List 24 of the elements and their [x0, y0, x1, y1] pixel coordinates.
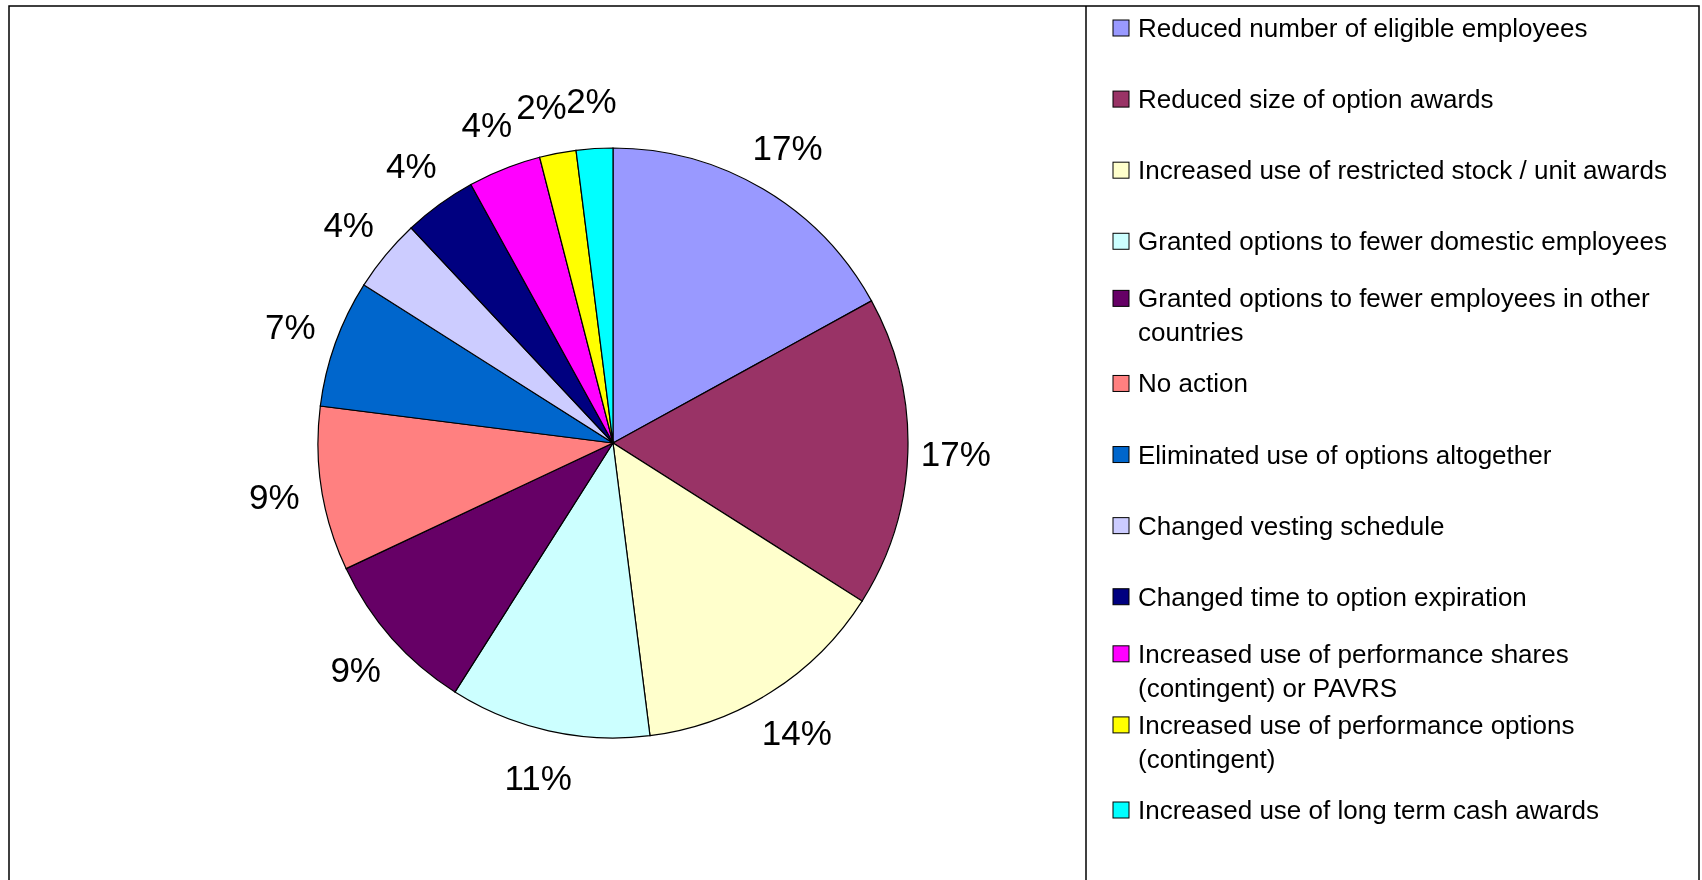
- legend-label: No action: [1138, 368, 1248, 399]
- data-label: 11%: [504, 758, 572, 798]
- legend-label: Increased use of restricted stock / unit awards: [1138, 155, 1667, 186]
- legend-label: Increased use of performance options (contingent): [1138, 709, 1575, 774]
- data-label: 9%: [248, 477, 300, 517]
- data-label: 17%: [752, 128, 823, 168]
- legend-label: Granted options to fewer employees in other countries: [1138, 283, 1650, 348]
- legend-label: Reduced size of option awards: [1138, 84, 1494, 115]
- data-label: 2%: [566, 81, 617, 121]
- data-label: 14%: [761, 713, 832, 753]
- data-label: 4%: [386, 146, 437, 186]
- data-label: 17%: [920, 434, 991, 474]
- legend-label: Increased use of performance shares (contingent) or PAVRS: [1138, 638, 1569, 703]
- legend-label: Increased use of long term cash awards: [1138, 795, 1600, 825]
- legend-label: Reduced number of eligible employees: [1138, 13, 1588, 43]
- legend-label: Eliminated use of options altogether: [1138, 439, 1552, 470]
- data-label: 9%: [330, 650, 382, 690]
- legend-label: Changed vesting schedule: [1138, 510, 1445, 541]
- data-label: 4%: [461, 104, 513, 144]
- data-label: 7%: [264, 307, 316, 347]
- data-label: 4%: [323, 204, 375, 244]
- legend-label: Granted options to fewer domestic employees: [1138, 226, 1667, 257]
- data-label: 2%: [516, 86, 567, 126]
- legend-label: Changed time to option expiration: [1138, 581, 1527, 612]
